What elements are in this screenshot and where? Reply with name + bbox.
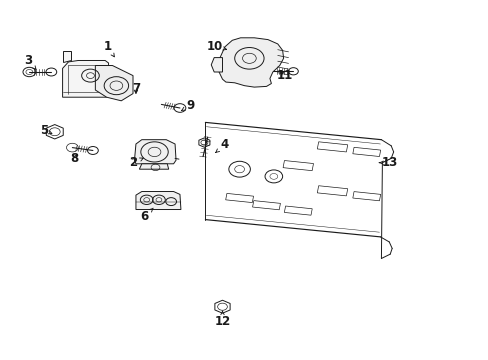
- Text: 10: 10: [206, 40, 226, 53]
- Text: 4: 4: [215, 138, 228, 153]
- Polygon shape: [139, 164, 168, 169]
- Text: 1: 1: [103, 40, 114, 57]
- Polygon shape: [62, 51, 71, 62]
- Text: 3: 3: [24, 54, 36, 69]
- Text: 2: 2: [129, 156, 143, 169]
- Text: 8: 8: [70, 152, 78, 165]
- Text: 11: 11: [276, 69, 292, 82]
- Text: 6: 6: [140, 208, 153, 223]
- Text: 5: 5: [40, 124, 52, 137]
- Text: 7: 7: [132, 82, 140, 95]
- Polygon shape: [134, 140, 176, 164]
- Polygon shape: [136, 192, 181, 210]
- Text: 12: 12: [214, 311, 230, 328]
- Text: 9: 9: [181, 99, 194, 112]
- Polygon shape: [219, 38, 283, 87]
- Polygon shape: [211, 58, 222, 72]
- Polygon shape: [62, 60, 108, 97]
- Text: 13: 13: [379, 156, 398, 169]
- Polygon shape: [95, 66, 133, 101]
